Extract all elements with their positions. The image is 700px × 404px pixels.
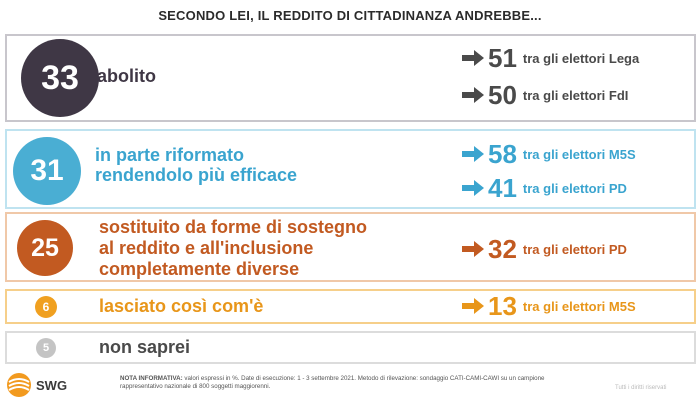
arrow-right-icon [462, 298, 484, 314]
arrow-right-icon [462, 180, 484, 196]
voter-stat-value: 13 [488, 291, 517, 321]
voter-stat-label: tra gli elettori M5S [522, 146, 636, 162]
voter-stat: 13 tra gli elettori M5S [462, 293, 636, 319]
voter-stat-value: 41 [488, 173, 517, 203]
answer-row: 25 sostituito da forme di sostegno al red… [5, 212, 696, 282]
arrow-right-icon [462, 146, 484, 162]
answer-label: lasciato così com'è [99, 296, 264, 316]
answer-row: 31 in parte riformato rendendolo più effi… [5, 129, 696, 209]
chart-title: SECONDO LEI, IL REDDITO DI CITTADINANZA … [158, 8, 542, 23]
note-label: NOTA INFORMATIVA: [120, 375, 183, 382]
voter-stat-label: tra gli elettori Lega [522, 50, 640, 66]
percentage-circle: 25 [17, 220, 73, 276]
percentage-circle: 33 [21, 39, 99, 117]
voter-stat: 51 tra gli elettori Lega [462, 45, 639, 71]
answer-label: non saprei [99, 337, 191, 357]
answer-row: 6 lasciato così com'è 13 tra gli elettori M… [5, 289, 696, 324]
percentage-circle: 31 [13, 137, 81, 205]
voter-stat: 58 tra gli elettori M5S [462, 141, 636, 167]
voter-stat-label: tra gli elettori M5S [522, 298, 636, 314]
voter-stat-label: tra gli elettori FdI [522, 87, 629, 103]
answer-row: 5 non saprei [5, 331, 696, 364]
methodology-note: NOTA INFORMATIVA: valori espressi in %. … [120, 375, 560, 392]
answer-label: sostituito da forme di sostegno al reddi… [99, 217, 368, 280]
percentage-circle: 5 [36, 338, 56, 358]
voter-stat: 32 tra gli elettori PD [462, 236, 627, 262]
arrow-right-icon [462, 241, 484, 257]
voter-stat: 50 tra gli elettori FdI [462, 82, 628, 108]
arrow-right-icon [462, 87, 484, 103]
copyright: Tutti i diritti riservati [615, 385, 667, 391]
arrow-right-icon [462, 50, 484, 66]
voter-stat-value: 32 [488, 234, 517, 264]
voter-stat-value: 50 [488, 80, 517, 110]
answer-row: 33 abolito 51 tra gli elettori Lega 50 tra gl… [5, 34, 696, 122]
swg-logo-mark-icon [7, 373, 31, 397]
voter-stat-value: 51 [488, 43, 517, 73]
percentage-circle: 6 [35, 296, 57, 318]
note-text: valori espressi in %. Date di esecuzione… [120, 375, 545, 391]
footer: SWG NOTA INFORMATIVA: valori espressi in… [0, 368, 700, 404]
voter-stat-value: 58 [488, 139, 517, 169]
swg-logo: SWG [6, 372, 67, 398]
answer-label: abolito [97, 66, 156, 86]
answer-label: in parte riformato rendendolo più effica… [95, 145, 298, 186]
logo-text: SWG [36, 377, 68, 393]
voter-stat-label: tra gli elettori PD [522, 241, 627, 257]
voter-stat: 41 tra gli elettori PD [462, 175, 627, 201]
voter-stat-label: tra gli elettori PD [522, 180, 627, 196]
